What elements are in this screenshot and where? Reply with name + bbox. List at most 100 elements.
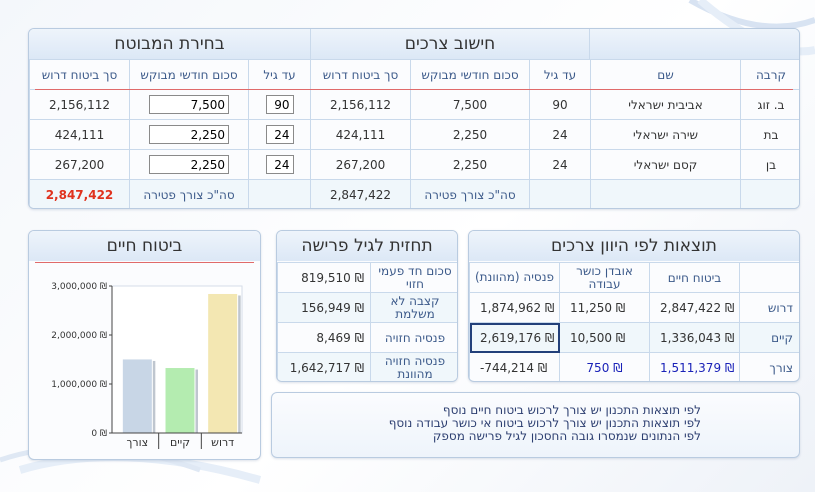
relation-cell: ב. זוג [740, 89, 799, 120]
retirement-label: קצבה לא משלמת [370, 292, 457, 323]
header-sel-insurance: סך ביטוח דרוש [29, 59, 130, 90]
results-table: פנסיה (מהוונת) אובדן כושר עבודה ביטוח חי… [469, 262, 799, 381]
sel-insurance-cell: 2,156,112 [29, 89, 130, 120]
pension-cell[interactable]: 2,619,176 ₪ [469, 322, 560, 353]
needs-table: סך ביטוח דרוש סכום חודשי מבוקש עד גיל סך… [29, 59, 799, 208]
note-line: לפי הנתונים שנמסרו גובה החסכון לגיל פריש… [432, 429, 701, 443]
pension-cell: -744,214 ₪ [469, 352, 560, 381]
insurance-cell: 2,156,112 [310, 89, 411, 120]
table-row: 2,619,176 ₪ 10,500 ₪ 1,336,043 ₪ קיים [469, 322, 799, 353]
results-panel: תוצאות לפי היוון צרכים פנסיה (מהוונת) או… [468, 230, 800, 382]
age-input[interactable] [265, 95, 294, 114]
relation-cell: בת [740, 119, 799, 150]
top-title-bar: בחירת המבוטח חישוב צרכים [29, 29, 799, 59]
bar-1 [164, 367, 196, 434]
header-insurance: סך ביטוח דרוש [310, 59, 411, 90]
life-cell: 2,847,422 ₪ [649, 292, 740, 323]
table-row: 267,200 267,200 2,250 24 קסם ישראלי בן [29, 149, 799, 180]
retirement-table: 819,510 ₪ סכום חד פעמי חזוי 156,949 ₪ קצ… [277, 262, 457, 381]
table-row: 819,510 ₪ סכום חד פעמי חזוי [277, 262, 457, 293]
retirement-value: 1,642,717 ₪ [277, 352, 371, 381]
monthly-input[interactable] [149, 125, 229, 144]
retirement-label: פנסיה חזויה [370, 322, 457, 353]
monthly-cell: 7,500 [410, 89, 530, 120]
relation-cell: בן [740, 149, 799, 180]
x-tick-label: צורך [127, 436, 149, 449]
age-input[interactable] [265, 125, 294, 144]
y-tick-label: 1,000,000 ₪ [51, 380, 107, 390]
monthly-cell: 2,250 [410, 119, 530, 150]
header-age: עד גיל [529, 59, 591, 90]
life-cell: 1,336,043 ₪ [649, 322, 740, 353]
total-label-selected: סה"כ צורך פטירה [129, 179, 249, 208]
life-chart-title: ביטוח חיים [29, 231, 260, 261]
header-monthly: סכום חודשי מבוקש [410, 59, 530, 90]
needs-calc-panel: בחירת המבוטח חישוב צרכים סך ביטוח דרוש ס… [28, 28, 800, 209]
retirement-value: 819,510 ₪ [277, 262, 371, 293]
age-cell: 90 [529, 89, 591, 120]
bar-0 [121, 358, 153, 434]
monthly-input[interactable] [149, 95, 229, 114]
chosen-title: בחירת המבוטח [114, 34, 225, 54]
bar-2 [207, 292, 239, 434]
totals-row: 2,847,422 סה"כ צורך פטירה 2,847,422 סה"כ… [29, 179, 799, 208]
insurance-cell: 267,200 [310, 149, 411, 180]
header-sel-monthly: סכום חודשי מבוקש [129, 59, 249, 90]
total-selected: 2,847,422 [29, 179, 130, 208]
calc-title: חישוב צרכים [310, 29, 590, 59]
table-row: 424,111 424,111 2,250 24 שירה ישראלי בת [29, 119, 799, 150]
retirement-value: 8,469 ₪ [277, 322, 371, 353]
y-tick-label: 2,000,000 ₪ [51, 331, 107, 341]
name-cell: שירה ישראלי [590, 119, 741, 150]
notes-panel: לפי תוצאות התכנון יש צורך לרכוש ביטוח חי… [271, 392, 800, 458]
monthly-input[interactable] [149, 155, 229, 174]
name-cell: קסם ישראלי [590, 149, 741, 180]
retirement-title: תחזית לגיל פרישה [277, 231, 457, 261]
note-line: לפי תוצאות התכנון יש צורך לרכוש ביטוח אי… [388, 416, 701, 430]
retirement-panel: תחזית לגיל פרישה 819,510 ₪ סכום חד פעמי … [276, 230, 458, 382]
life-insurance-chart-panel: ביטוח חיים 0 ₪ 1,000,000 ₪ 2,000,000 ₪ 3,00… [28, 230, 261, 460]
row-label: קיים [739, 322, 799, 353]
monthly-cell: 2,250 [410, 149, 530, 180]
disability-cell: 750 ₪ [559, 352, 650, 381]
y-tick-label: 3,000,000 ₪ [51, 282, 107, 292]
total-calc: 2,847,422 [310, 179, 411, 208]
pension-cell: 1,874,962 ₪ [469, 292, 560, 323]
life-cell: 1,511,379 ₪ [649, 352, 740, 381]
table-row: 1,874,962 ₪ 11,250 ₪ 2,847,422 ₪ דרוש [469, 292, 799, 323]
results-title: תוצאות לפי היוון צרכים [469, 231, 799, 261]
row-label: צורך [739, 352, 799, 381]
age-cell: 24 [529, 149, 591, 180]
retirement-label: סכום חד פעמי חזוי [370, 262, 457, 293]
retirement-value: 156,949 ₪ [277, 292, 371, 323]
header-disability: אובדן כושר עבודה [559, 262, 650, 293]
note-line: לפי תוצאות התכנון יש צורך לרכוש ביטוח חי… [442, 403, 701, 417]
retirement-label: פנסיה חזויה מהוונת [370, 352, 457, 381]
total-label-calc: סה"כ צורך פטירה [410, 179, 530, 208]
header-name: שם [590, 59, 741, 90]
life-insurance-chart: 0 ₪ 1,000,000 ₪ 2,000,000 ₪ 3,000,000 ₪ צורך… [51, 282, 243, 449]
table-row: 156,949 ₪ קצבה לא משלמת [277, 292, 457, 323]
insurance-cell: 424,111 [310, 119, 411, 150]
disability-cell: 11,250 ₪ [559, 292, 650, 323]
table-row: 8,469 ₪ פנסיה חזויה [277, 322, 457, 353]
header-sel-age: עד גיל [248, 59, 311, 90]
table-row: -744,214 ₪ 750 ₪ 1,511,379 ₪ צורך [469, 352, 799, 381]
header-life: ביטוח חיים [649, 262, 740, 293]
header-divider [35, 89, 793, 90]
header-pension: פנסיה (מהוונת) [469, 262, 560, 293]
table-row: 1,642,717 ₪ פנסיה חזויה מהוונת [277, 352, 457, 381]
row-label: דרוש [739, 292, 799, 323]
sel-insurance-cell: 267,200 [29, 149, 130, 180]
x-tick-label: קיים [170, 436, 190, 449]
name-cell: אביבית ישראלי [590, 89, 741, 120]
age-input[interactable] [265, 155, 294, 174]
title-divider [35, 262, 254, 263]
y-tick-label: 0 ₪ [91, 429, 107, 439]
sel-insurance-cell: 424,111 [29, 119, 130, 150]
disability-cell: 10,500 ₪ [559, 322, 650, 353]
table-row: 2,156,112 2,156,112 7,500 90 אביבית ישרא… [29, 89, 799, 120]
age-cell: 24 [529, 119, 591, 150]
x-tick-label: דרוש [211, 436, 234, 449]
header-relation: קרבה [740, 59, 799, 90]
